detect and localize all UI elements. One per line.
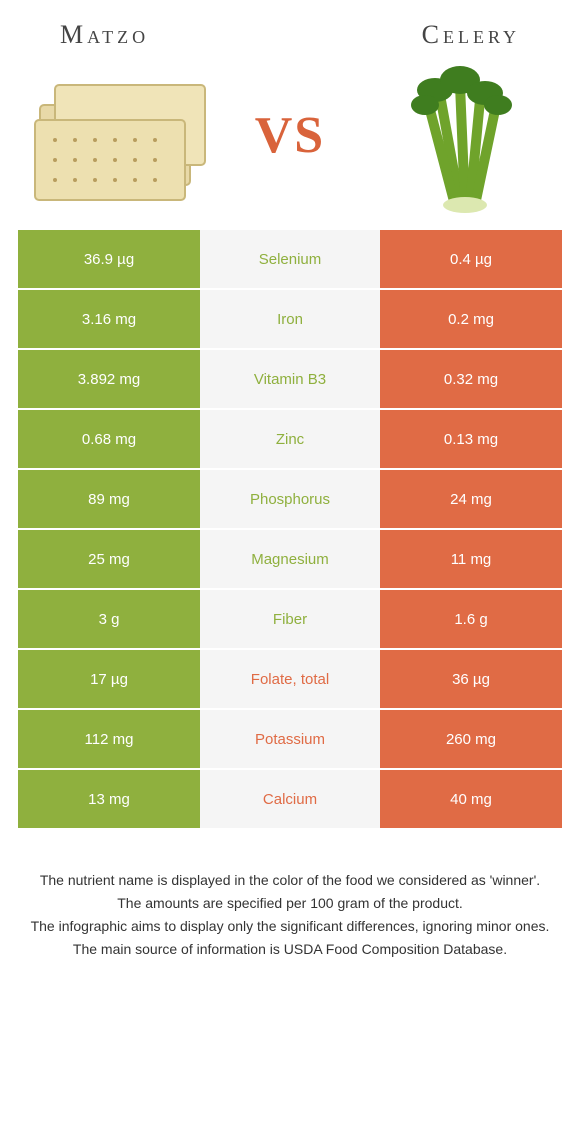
table-row: 89 mgPhosphorus24 mg	[18, 470, 562, 528]
right-food-title: Celery	[422, 20, 520, 50]
celery-image	[370, 60, 550, 210]
left-value-cell: 36.9 µg	[18, 230, 200, 288]
footnote-line: The amounts are specified per 100 gram o…	[30, 893, 550, 914]
table-row: 3.16 mgIron0.2 mg	[18, 290, 562, 348]
left-value-cell: 0.68 mg	[18, 410, 200, 468]
left-value-cell: 13 mg	[18, 770, 200, 828]
table-row: 112 mgPotassium260 mg	[18, 710, 562, 768]
nutrient-name-cell: Fiber	[200, 590, 380, 648]
nutrient-name-cell: Calcium	[200, 770, 380, 828]
nutrient-name-cell: Zinc	[200, 410, 380, 468]
nutrient-name-cell: Folate, total	[200, 650, 380, 708]
footnote-line: The nutrient name is displayed in the co…	[30, 870, 550, 891]
right-value-cell: 0.32 mg	[380, 350, 562, 408]
left-value-cell: 17 µg	[18, 650, 200, 708]
nutrient-name-cell: Potassium	[200, 710, 380, 768]
right-value-cell: 40 mg	[380, 770, 562, 828]
left-value-cell: 25 mg	[18, 530, 200, 588]
table-row: 0.68 mgZinc0.13 mg	[18, 410, 562, 468]
footnote-line: The main source of information is USDA F…	[30, 939, 550, 960]
table-row: 3 gFiber1.6 g	[18, 590, 562, 648]
nutrient-name-cell: Magnesium	[200, 530, 380, 588]
right-value-cell: 0.2 mg	[380, 290, 562, 348]
table-row: 17 µgFolate, total36 µg	[18, 650, 562, 708]
left-value-cell: 3.16 mg	[18, 290, 200, 348]
right-value-cell: 0.13 mg	[380, 410, 562, 468]
images-row: VS	[0, 60, 580, 230]
left-value-cell: 3.892 mg	[18, 350, 200, 408]
matzo-image	[30, 60, 210, 210]
nutrient-table: 36.9 µgSelenium0.4 µg3.16 mgIron0.2 mg3.…	[0, 230, 580, 828]
right-value-cell: 260 mg	[380, 710, 562, 768]
right-value-cell: 0.4 µg	[380, 230, 562, 288]
left-value-cell: 112 mg	[18, 710, 200, 768]
table-row: 25 mgMagnesium11 mg	[18, 530, 562, 588]
vs-label: VS	[255, 106, 325, 165]
table-row: 13 mgCalcium40 mg	[18, 770, 562, 828]
nutrient-name-cell: Selenium	[200, 230, 380, 288]
nutrient-name-cell: Phosphorus	[200, 470, 380, 528]
right-value-cell: 24 mg	[380, 470, 562, 528]
table-row: 3.892 mgVitamin B30.32 mg	[18, 350, 562, 408]
footnote-line: The infographic aims to display only the…	[30, 916, 550, 937]
nutrient-name-cell: Vitamin B3	[200, 350, 380, 408]
right-value-cell: 11 mg	[380, 530, 562, 588]
left-food-title: Matzo	[60, 20, 149, 50]
left-value-cell: 89 mg	[18, 470, 200, 528]
right-value-cell: 36 µg	[380, 650, 562, 708]
table-row: 36.9 µgSelenium0.4 µg	[18, 230, 562, 288]
left-value-cell: 3 g	[18, 590, 200, 648]
footnotes: The nutrient name is displayed in the co…	[0, 830, 580, 960]
nutrient-name-cell: Iron	[200, 290, 380, 348]
right-value-cell: 1.6 g	[380, 590, 562, 648]
header: Matzo Celery	[0, 0, 580, 60]
